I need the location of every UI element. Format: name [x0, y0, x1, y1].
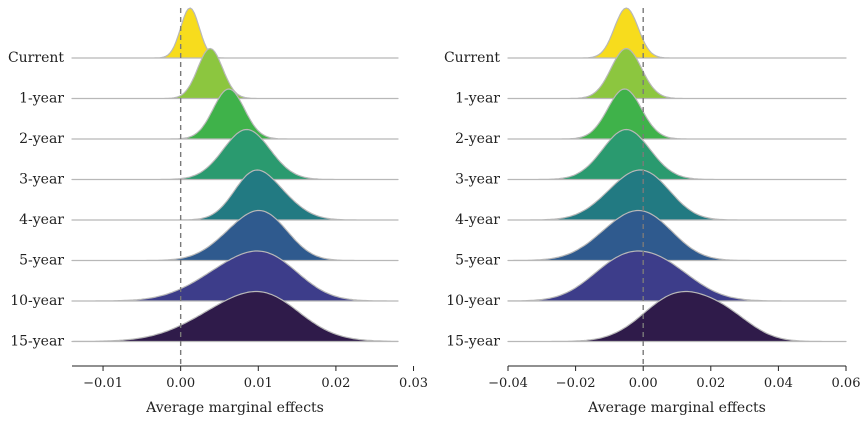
x-tick-label: −0.04	[488, 376, 528, 391]
ridge-current	[507, 7, 847, 59]
x-tick-label: 0.01	[244, 376, 273, 391]
x-tick-label: 0.03	[399, 376, 428, 391]
row-label-15-year: 15-year	[446, 334, 500, 350]
ridge-2-year	[71, 88, 399, 140]
x-tick-label: −0.01	[83, 376, 123, 391]
ridge-current	[71, 7, 399, 59]
x-tick-label: 0.00	[166, 376, 195, 391]
x-axis-title: Average marginal effects	[587, 400, 766, 416]
ridge-10-year	[71, 250, 399, 302]
ridge-4-year	[507, 169, 847, 221]
x-tick-label: 0.02	[696, 376, 725, 391]
row-label-4-year: 4-year	[455, 212, 500, 228]
ridge-3-year	[507, 128, 847, 181]
row-label-5-year: 5-year	[455, 253, 500, 269]
row-label-2-year: 2-year	[455, 131, 500, 147]
row-label-3-year: 3-year	[19, 172, 64, 188]
ridge-15-year	[507, 290, 847, 343]
left-ridgeline-panel: Current 1-year 2-year 3-year 4-year 5-year 10-…	[8, 7, 428, 416]
ridge-1-year	[71, 47, 399, 100]
ridge-3-year	[71, 128, 399, 181]
row-label-15-year: 15-year	[10, 334, 64, 350]
row-label-4-year: 4-year	[19, 212, 64, 228]
row-label-10-year: 10-year	[446, 293, 500, 309]
ridge-5-year	[71, 209, 399, 262]
x-axis-title: Average marginal effects	[145, 400, 324, 416]
row-label-1-year: 1-year	[455, 91, 500, 107]
row-label-1-year: 1-year	[19, 91, 64, 107]
ridge-15-year	[71, 290, 399, 343]
x-tick-label: 0.06	[832, 376, 861, 391]
x-tick-label: 0.04	[764, 376, 793, 391]
ridge-4-year	[71, 169, 399, 221]
row-label-10-year: 10-year	[10, 293, 64, 309]
ridge-1-year	[507, 47, 847, 100]
row-label-current: Current	[8, 50, 64, 66]
ridge-5-year	[507, 209, 847, 262]
right-ridgeline-panel: Current 1-year 2-year 3-year 4-year 5-year 10-…	[444, 7, 861, 416]
row-label-3-year: 3-year	[455, 172, 500, 188]
ridge-10-year	[507, 250, 847, 302]
row-label-5-year: 5-year	[19, 253, 64, 269]
row-label-current: Current	[444, 50, 500, 66]
x-tick-label: 0.02	[321, 376, 350, 391]
ridge-2-year	[507, 88, 847, 140]
x-tick-label: 0.00	[629, 376, 658, 391]
x-tick-label: −0.02	[556, 376, 596, 391]
row-label-2-year: 2-year	[19, 131, 64, 147]
